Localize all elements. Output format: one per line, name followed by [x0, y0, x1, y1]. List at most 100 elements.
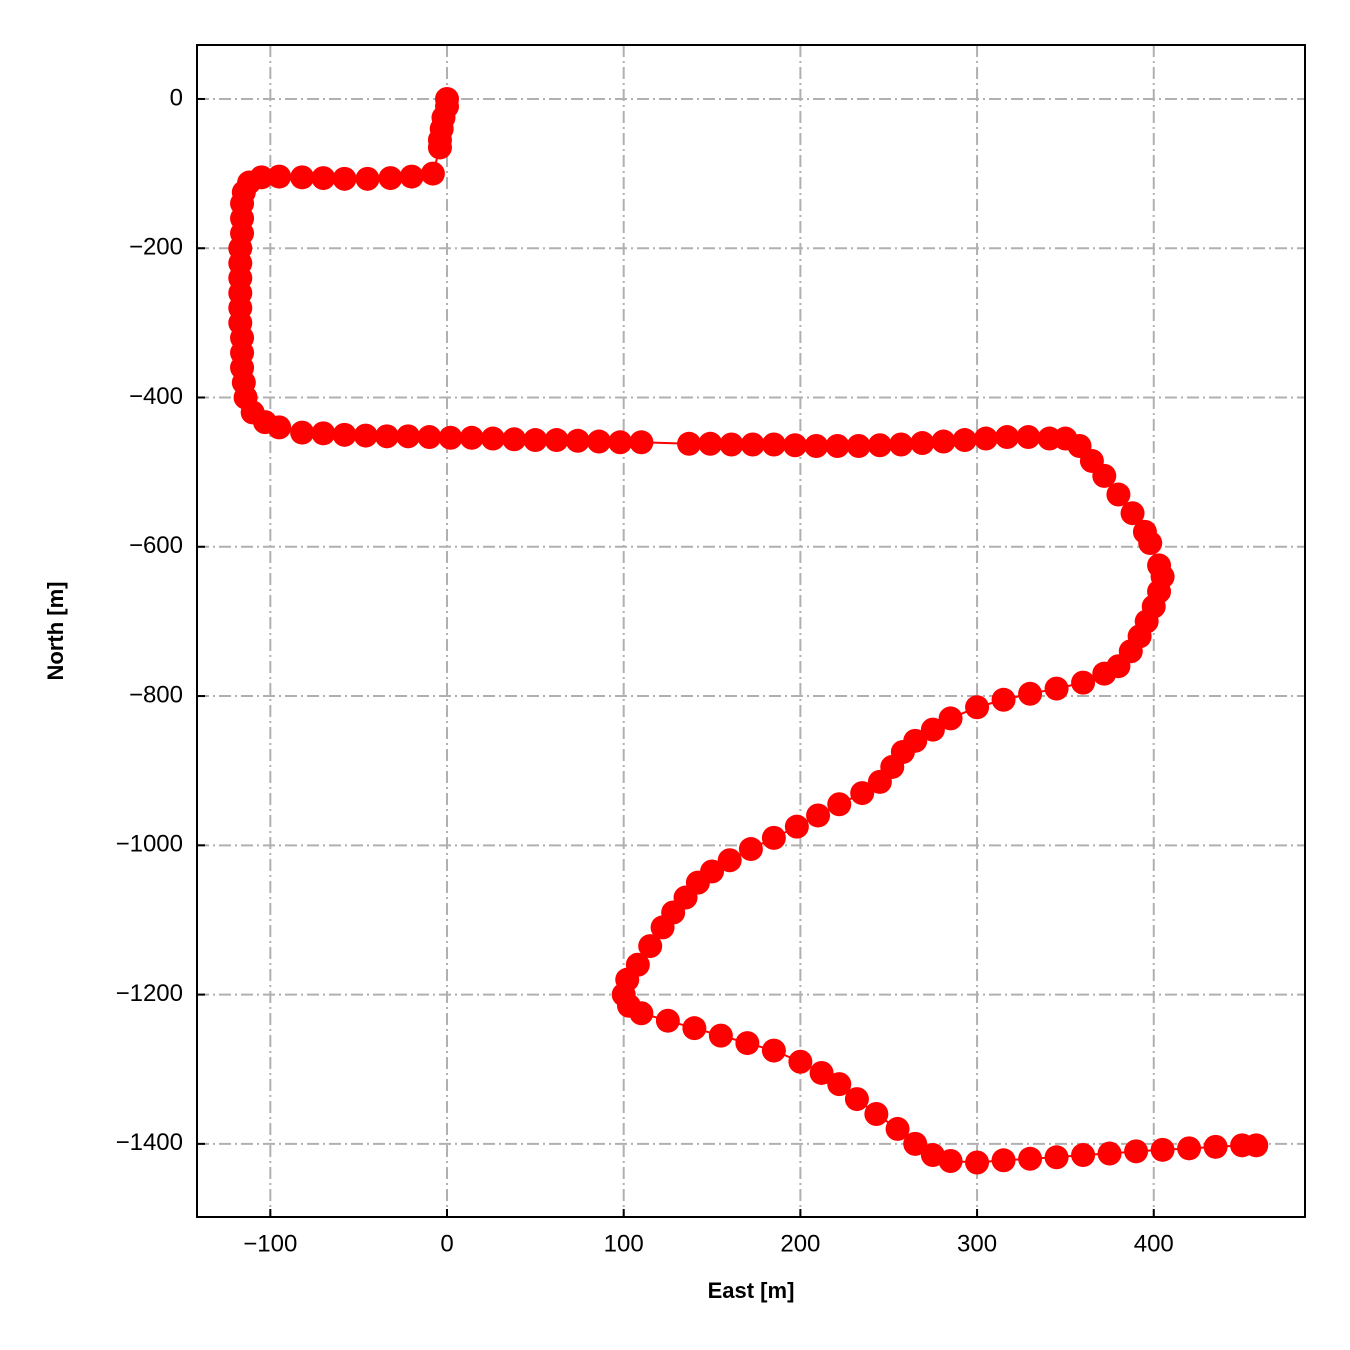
point [952, 428, 977, 453]
point [586, 429, 611, 454]
point [850, 781, 875, 806]
point [867, 769, 892, 794]
point [827, 792, 852, 817]
point [1106, 482, 1131, 507]
point [867, 433, 892, 458]
point [885, 1116, 910, 1141]
point [396, 424, 421, 449]
point [459, 425, 484, 450]
point [938, 706, 963, 731]
track-line [239, 98, 1257, 1164]
point [1177, 1136, 1202, 1161]
point [698, 431, 723, 456]
point [650, 915, 675, 940]
point [290, 420, 315, 445]
point [788, 1049, 813, 1074]
y-tick-label: −1400 [116, 1129, 183, 1156]
point [846, 434, 871, 459]
y-tick-label: −800 [129, 681, 183, 708]
point [1244, 1133, 1269, 1158]
point [1071, 670, 1096, 695]
point [629, 1001, 654, 1026]
point [864, 1102, 889, 1127]
point [290, 165, 315, 190]
point [738, 837, 763, 862]
point [889, 432, 914, 457]
point [761, 432, 786, 457]
point [708, 1023, 733, 1048]
point [502, 427, 527, 452]
point [1018, 1146, 1043, 1171]
x-tick-label: 0 [440, 1230, 453, 1257]
point [1097, 1141, 1122, 1166]
point [825, 434, 850, 459]
point [438, 425, 463, 450]
point [965, 1150, 990, 1175]
point [677, 431, 702, 456]
point [1016, 425, 1041, 450]
point [804, 434, 829, 459]
point [827, 1072, 852, 1097]
point [682, 1016, 707, 1041]
point [973, 426, 998, 451]
point [903, 1131, 928, 1156]
point [991, 687, 1016, 712]
y-tick-label: −200 [129, 234, 183, 261]
point [629, 430, 654, 455]
point [1124, 1139, 1149, 1164]
point [417, 425, 442, 450]
point [523, 428, 548, 453]
point [355, 166, 380, 191]
point [1120, 501, 1145, 526]
point [655, 1008, 680, 1033]
x-tick-label: −100 [243, 1230, 297, 1257]
point [809, 1060, 834, 1085]
point [1138, 531, 1163, 556]
point [1044, 1145, 1069, 1170]
point [991, 1148, 1016, 1173]
point [353, 423, 378, 448]
point [965, 695, 990, 720]
point [784, 814, 809, 839]
point [1071, 1143, 1096, 1168]
y-tick-label: −1200 [116, 980, 183, 1007]
point [267, 164, 292, 189]
point [735, 1031, 760, 1056]
point [480, 426, 505, 451]
point [931, 429, 956, 454]
x-tick-label: 300 [957, 1230, 997, 1257]
point [783, 433, 808, 458]
point [1150, 1137, 1175, 1162]
point [374, 424, 399, 449]
point [608, 430, 633, 455]
point [332, 422, 357, 447]
point [1018, 681, 1043, 706]
point [544, 428, 569, 453]
point [565, 428, 590, 453]
x-tick-label: 200 [780, 1230, 820, 1257]
point [1092, 463, 1117, 488]
point [719, 432, 744, 457]
point [806, 803, 831, 828]
point [717, 848, 742, 873]
y-tick-label: −400 [129, 383, 183, 410]
point [740, 432, 765, 457]
point [1203, 1134, 1228, 1159]
point [332, 166, 357, 191]
point [378, 166, 403, 191]
point [311, 421, 336, 446]
point [761, 825, 786, 850]
point [995, 425, 1020, 450]
point [420, 161, 445, 186]
y-tick-label: 0 [170, 84, 183, 111]
point [638, 934, 663, 959]
point [910, 431, 935, 456]
point [399, 164, 424, 189]
x-tick-label: 100 [604, 1230, 644, 1257]
point [427, 135, 452, 160]
point [311, 166, 336, 191]
x-axis-label: East [m] [708, 1278, 795, 1303]
x-tick-label: 400 [1134, 1230, 1174, 1257]
point [1092, 661, 1117, 686]
point [920, 717, 945, 742]
